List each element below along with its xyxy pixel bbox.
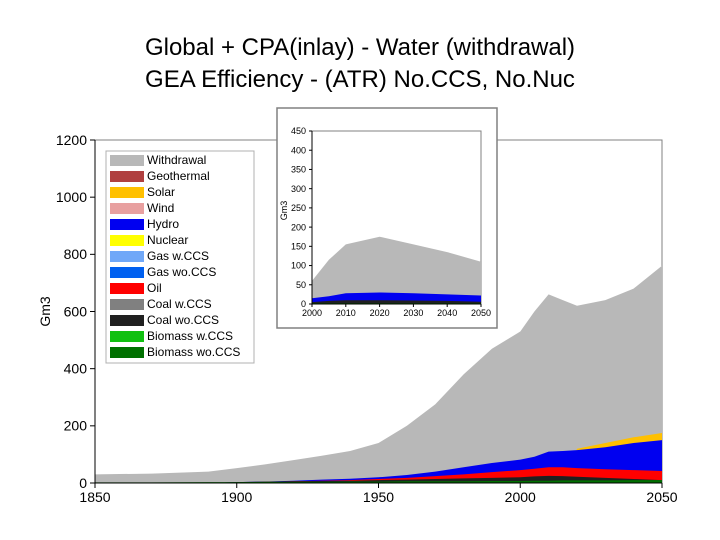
y-tick-label: 600 (64, 303, 88, 319)
inset-x-tick-label: 2000 (302, 308, 322, 318)
legend-label-gas-wo-ccs: Gas wo.CCS (147, 265, 216, 279)
inset-y-tick-label: 300 (291, 184, 306, 194)
legend-label-withdrawal: Withdrawal (147, 153, 206, 167)
legend: Withdrawal Geothermal Solar Wind Hydro Nuclea… (105, 150, 255, 364)
legend-swatch-solar (110, 187, 144, 198)
inset-y-tick-label: 350 (291, 165, 306, 175)
chart-title: Global + CPA(inlay) - Water (withdrawal)… (0, 32, 720, 96)
x-tick-label: 1900 (221, 489, 252, 505)
legend-label-oil: Oil (147, 281, 162, 295)
x-tick-label: 2050 (646, 489, 677, 505)
legend-swatch-oil (110, 283, 144, 294)
legend-label-solar: Solar (147, 185, 175, 199)
inset-y-tick-label: 100 (291, 261, 306, 271)
legend-swatch-gas-w-ccs (110, 251, 144, 262)
legend-swatch-wind (110, 203, 144, 214)
inset-y-tick-label: 200 (291, 222, 306, 232)
title-line-1: Global + CPA(inlay) - Water (withdrawal) (144, 34, 576, 61)
series-biomass-wo-ccs (95, 480, 662, 483)
inset-chart: 0 50 100 150 200 250 300 350 400 450 2000 2010 2020 2… (276, 107, 498, 329)
x-tick-label: 1950 (363, 489, 394, 505)
inset-series-withdrawal (312, 236, 481, 304)
legend-label-gas-w-ccs: Gas w.CCS (147, 249, 209, 263)
legend-swatch-biomass-w-ccs (110, 331, 144, 342)
legend-label-hydro: Hydro (147, 217, 179, 231)
y-tick-label: 200 (64, 418, 88, 434)
legend-label-coal-w-ccs: Coal w.CCS (147, 297, 212, 311)
inset-y-tick-label: 0 (301, 299, 306, 309)
legend-swatch-gas-wo-ccs (110, 267, 144, 278)
legend-label-nuclear: Nuclear (147, 233, 188, 247)
inset-y-tick-label: 150 (291, 241, 306, 251)
inset-y-tick-label: 250 (291, 203, 306, 213)
legend-swatch-biomass-wo-ccs (110, 347, 144, 358)
y-tick-label: 0 (79, 475, 87, 491)
inset-x-tick-label: 2010 (336, 308, 356, 318)
legend-label-coal-wo-ccs: Coal wo.CCS (147, 313, 219, 327)
legend-swatch-nuclear (110, 235, 144, 246)
x-tick-label: 2000 (505, 489, 536, 505)
y-tick-label: 800 (64, 246, 88, 262)
legend-swatch-hydro (110, 219, 144, 230)
x-tick-label: 1850 (79, 489, 110, 505)
legend-swatch-coal-wo-ccs (110, 315, 144, 326)
inset-series-coal-wo-ccs (312, 300, 481, 304)
legend-swatch-withdrawal (110, 155, 144, 166)
inset-x-tick-label: 2030 (403, 308, 423, 318)
title-line-2: GEA Efficiency - (ATR) No.CCS, No.Nuc (145, 66, 575, 93)
legend-label-biomass-w-ccs: Biomass w.CCS (147, 329, 233, 343)
y-tick-label: 1200 (56, 132, 87, 148)
y-tick-label: 1000 (56, 189, 87, 205)
y-axis-label: Gm3 (37, 296, 53, 327)
inset-x-tick-label: 2050 (471, 308, 491, 318)
inset-x-tick-label: 2020 (370, 308, 390, 318)
legend-swatch-coal-w-ccs (110, 299, 144, 310)
inset-y-tick-label: 50 (296, 280, 306, 290)
inset-y-axis-label: Gm3 (279, 201, 289, 221)
legend-label-biomass-wo-ccs: Biomass wo.CCS (147, 345, 240, 359)
legend-label-geothermal: Geothermal (147, 169, 210, 183)
inset-y-tick-label: 450 (291, 126, 306, 136)
legend-swatch-geothermal (110, 171, 144, 182)
series-withdrawal (95, 265, 662, 483)
legend-label-wind: Wind (147, 201, 174, 215)
inset-x-tick-label: 2040 (437, 308, 457, 318)
inset-y-tick-label: 400 (291, 145, 306, 155)
y-tick-label: 400 (64, 361, 88, 377)
